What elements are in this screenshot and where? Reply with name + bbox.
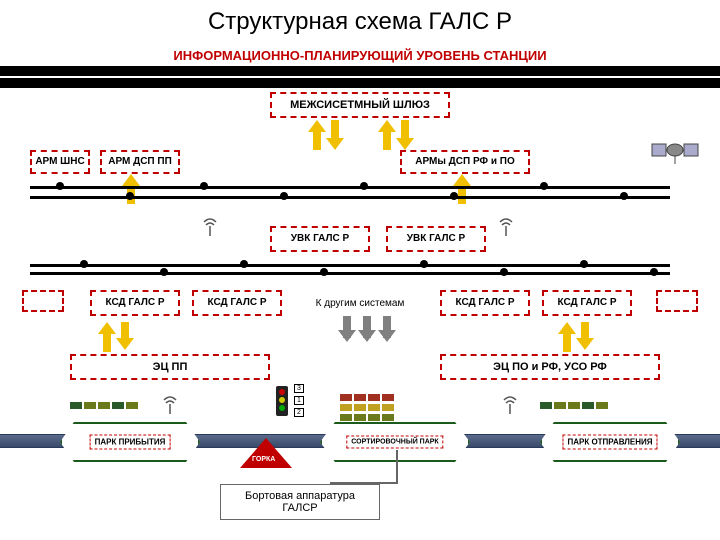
antenna-icon	[160, 396, 180, 416]
train-cars-icon	[70, 402, 138, 409]
main-title: Структурная схема ГАЛС Р	[0, 0, 720, 40]
arrow-up-icon	[455, 174, 469, 192]
bus-line	[30, 186, 670, 189]
arrow-down-icon	[360, 316, 374, 342]
other-systems-label: К другим системам	[300, 298, 420, 309]
arrow-up-icon	[560, 322, 574, 350]
park-arrival-label: ПАРК ПРИБЫТИЯ	[90, 435, 171, 450]
signal-light-icon	[276, 386, 288, 416]
arrow-up-icon	[380, 120, 394, 150]
train-cars-icon	[540, 402, 608, 409]
bus-node-icon	[450, 192, 458, 200]
bus-node-icon	[80, 260, 88, 268]
sig-num: 1	[294, 396, 304, 405]
arrow-down-icon	[578, 322, 592, 350]
callout-box: Бортовая аппаратура ГАЛСР	[220, 484, 380, 520]
sig-num: 2	[294, 408, 304, 417]
bus-node-icon	[500, 268, 508, 276]
train-cars-icon	[340, 394, 394, 401]
antenna-icon	[496, 218, 516, 238]
bus-node-icon	[320, 268, 328, 276]
bus-node-icon	[620, 192, 628, 200]
arrow-up-icon	[124, 174, 138, 192]
ec-pp-box: ЭЦ ПП	[70, 354, 270, 380]
train-cars-icon	[340, 404, 394, 411]
side-box-left	[22, 290, 64, 312]
level1-label: ИНФОРМАЦИОННО-ПЛАНИРУЮЩИЙ УРОВЕНЬ СТАНЦИ…	[60, 48, 660, 63]
bus-node-icon	[240, 260, 248, 268]
train-cars-icon	[340, 414, 394, 421]
arrow-up-icon	[310, 120, 324, 150]
side-box-right	[656, 290, 698, 312]
park-sorting-label: СОРТИРОВОЧНЫЙ ПАРК	[346, 436, 443, 449]
ec-po-rf-box: ЭЦ ПО и РФ, УСО РФ	[440, 354, 660, 380]
bus-line	[30, 272, 670, 275]
park-departure: ПАРК ОТПРАВЛЕНИЯ	[540, 422, 680, 462]
arm-dsp-rf-po-box: АРМы ДСП РФ и ПО	[400, 150, 530, 174]
ksd-box-4: КСД ГАЛС Р	[542, 290, 632, 316]
arrow-down-icon	[340, 316, 354, 342]
bus-node-icon	[420, 260, 428, 268]
bus-node-icon	[280, 192, 288, 200]
satellite-icon	[650, 130, 700, 170]
bus-node-icon	[56, 182, 64, 190]
bus-node-icon	[580, 260, 588, 268]
callout-connector	[396, 450, 398, 482]
black-bar-top	[0, 66, 720, 76]
bus-line	[30, 264, 670, 267]
uvk-left-box: УВК ГАЛС Р	[270, 226, 370, 252]
sig-num: 3	[294, 384, 304, 393]
park-departure-label: ПАРК ОТПРАВЛЕНИЯ	[562, 435, 657, 450]
gorka-label: ГОРКА	[252, 456, 275, 463]
bus-node-icon	[126, 192, 134, 200]
uvk-right-box: УВК ГАЛС Р	[386, 226, 486, 252]
ksd-box-3: КСД ГАЛС Р	[440, 290, 530, 316]
bus-node-icon	[200, 182, 208, 190]
bus-node-icon	[540, 182, 548, 190]
park-arrival: ПАРК ПРИБЫТИЯ	[60, 422, 200, 462]
arrow-up-icon	[100, 322, 114, 350]
antenna-icon	[500, 396, 520, 416]
arm-dsp-pp-box: АРМ ДСП ПП	[100, 150, 180, 174]
antenna-icon	[200, 218, 220, 238]
diagram-canvas: ИНФОРМАЦИОННО-ПЛАНИРУЮЩИЙ УРОВЕНЬ СТАНЦИ…	[0, 40, 720, 530]
callout-text: Бортовая аппаратура ГАЛСР	[245, 490, 355, 514]
ksd-box-1: КСД ГАЛС Р	[90, 290, 180, 316]
park-sorting: СОРТИРОВОЧНЫЙ ПАРК	[320, 422, 470, 462]
bus-node-icon	[360, 182, 368, 190]
arrow-down-icon	[328, 120, 342, 150]
arrow-down-icon	[398, 120, 412, 150]
ksd-box-2: КСД ГАЛС Р	[192, 290, 282, 316]
black-bar-bot	[0, 78, 720, 88]
arrow-down-icon	[118, 322, 132, 350]
bus-node-icon	[160, 268, 168, 276]
arrow-down-icon	[380, 316, 394, 342]
bus-node-icon	[650, 268, 658, 276]
gorka-icon	[240, 438, 292, 468]
arm-shns-box: АРМ ШНС	[30, 150, 90, 174]
gateway-box: МЕЖСИСЕТМНЫЙ ШЛЮЗ	[270, 92, 450, 118]
